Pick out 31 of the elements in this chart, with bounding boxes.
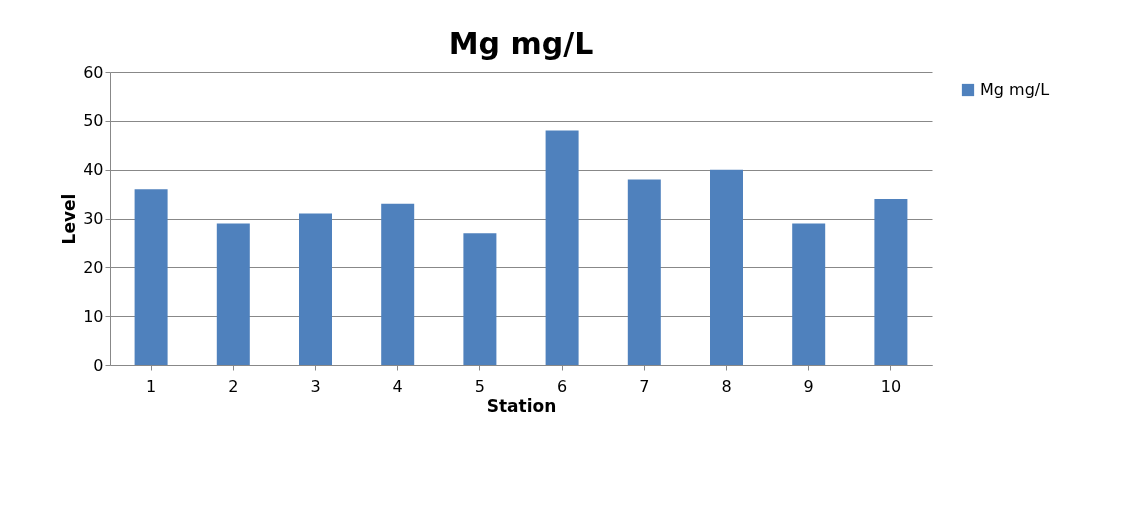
x-tick-label: 7: [639, 376, 650, 396]
bar: [134, 189, 168, 365]
y-tick-label: 0: [93, 355, 104, 375]
legend-label: Mg mg/L: [980, 80, 1050, 99]
y-tick-label: 20: [83, 257, 104, 277]
y-tick-label: 30: [83, 209, 104, 228]
y-tick-label: 60: [83, 62, 104, 82]
y-tick-label: 40: [83, 160, 104, 180]
y-tick-label: 50: [83, 111, 104, 131]
x-tick-label: 2: [228, 376, 239, 396]
y-tick-label: 10: [83, 306, 104, 326]
bar: [627, 179, 661, 365]
bar: [874, 198, 908, 365]
bar: [710, 169, 743, 365]
x-tick-label: 8: [721, 376, 732, 396]
x-tick-label: 6: [557, 376, 568, 396]
x-tick-label: 9: [803, 376, 814, 396]
chart-title: Mg mg/L: [448, 26, 594, 61]
bar: [463, 233, 497, 365]
bar: [299, 213, 332, 365]
bar: [216, 223, 250, 365]
x-tick-label: 1: [146, 376, 157, 396]
x-tick-label: 10: [880, 376, 902, 396]
x-axis-title: Station: [486, 395, 557, 416]
x-tick-label: 4: [392, 376, 403, 396]
bar: [792, 223, 826, 365]
x-tick-label: 5: [474, 376, 485, 396]
bar: [545, 130, 579, 365]
x-tick-label: 3: [310, 376, 321, 396]
y-axis-title: Level: [59, 193, 80, 245]
bar: [381, 203, 415, 365]
